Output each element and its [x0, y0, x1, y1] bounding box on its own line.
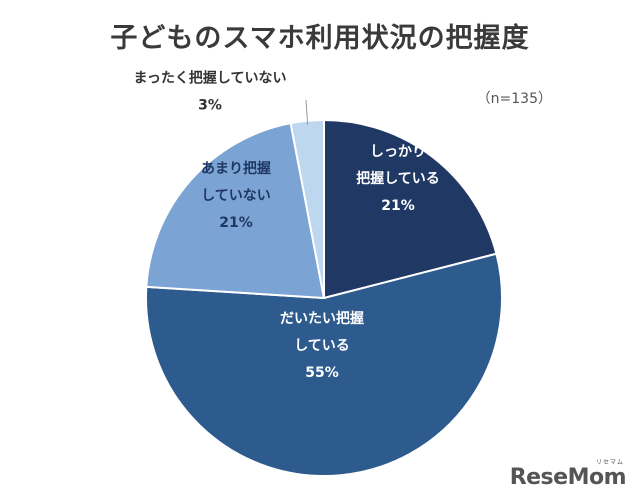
- leader-line-not-at-all-aware: [305, 99, 309, 125]
- watermark-tag: リセマム: [595, 459, 624, 466]
- slice-label-line: 把握している: [356, 170, 440, 187]
- slice-label-not-at-all-aware: まったく把握していない 3%: [133, 70, 286, 114]
- slice-label-line: しっかり: [370, 144, 426, 160]
- pie-slice-not-very-aware: [145, 121, 326, 300]
- slice-label-line: 3%: [198, 98, 222, 114]
- watermark-text: ReseMom: [509, 465, 627, 490]
- resemom-watermark: ReseMom リセマム: [509, 459, 627, 490]
- slice-label-line: していない: [201, 188, 271, 204]
- pie-slice-firmly-aware: [323, 118, 498, 300]
- sample-size-note: （n=135）: [476, 91, 552, 107]
- slice-label-line: まったく把握していない: [133, 70, 286, 87]
- slice-label-line: している: [294, 338, 350, 354]
- pie-slice-mostly-aware: [145, 252, 503, 477]
- slice-label-line: あまり把握: [201, 160, 271, 177]
- chart-title: 子どものスマホ利用状況の把握度: [110, 23, 530, 54]
- slice-label-line: 21%: [219, 215, 253, 231]
- slice-label-line: 55%: [305, 365, 339, 381]
- slice-label-line: 21%: [381, 198, 415, 214]
- slice-label-mostly-aware: だいたい把握している 55%: [280, 310, 364, 381]
- slice-label-line: だいたい把握: [280, 310, 364, 327]
- slice-label-not-very-aware: あまり把握していない 21%: [201, 160, 271, 231]
- slice-label-firmly-aware: しっかり把握している 21%: [356, 144, 440, 214]
